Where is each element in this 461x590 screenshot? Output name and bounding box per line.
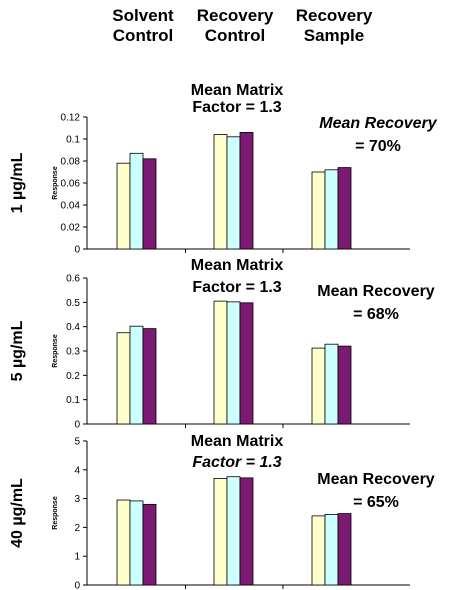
y-tick-label: 0.4 [66, 322, 80, 333]
y-tick-label: 0.02 [61, 223, 81, 234]
bar [337, 167, 352, 250]
mean-recovery-value: = 70% [355, 138, 401, 155]
mean-recovery-value: = 68% [353, 306, 399, 323]
bar [142, 503, 157, 586]
matrix-factor-value: Factor = 1.3 [192, 99, 281, 116]
mean-recovery-label: Mean Recovery [317, 283, 434, 300]
bar [226, 136, 241, 250]
matrix-factor-label: Mean Matrix [191, 433, 284, 450]
bar [116, 332, 131, 425]
bar [129, 500, 144, 586]
bar [226, 476, 241, 586]
bar [324, 514, 339, 586]
y-tick-label: 0 [74, 581, 80, 590]
matrix-factor-label: Mean Matrix [191, 257, 284, 274]
y-tick-label: 0.08 [61, 157, 81, 168]
bar [213, 478, 228, 586]
y-tick-label: 5 [74, 437, 80, 448]
bar [239, 302, 254, 425]
y-tick-label: 0.12 [61, 113, 81, 124]
y-tick-label: 0.06 [61, 179, 81, 190]
bar [324, 169, 339, 250]
y-tick-label: 0.6 [66, 274, 80, 285]
bar [142, 328, 157, 425]
matrix-factor-value: Factor = 1.3 [192, 454, 281, 471]
matrix-factor-label: Mean Matrix [191, 82, 284, 99]
row-label: 5 µg/mL [9, 320, 26, 381]
column-header-solvent-control: Solvent Control [112, 6, 174, 45]
column-header-recovery-control: Recovery Control [196, 6, 274, 45]
y-tick-label: 0.2 [66, 371, 80, 382]
y-tick-label: 0.3 [66, 347, 80, 358]
y-tick-label: 0 [74, 245, 80, 256]
bar [311, 171, 326, 250]
bar [337, 345, 352, 425]
bar [129, 152, 144, 250]
mean-recovery-label: Mean Recovery [319, 115, 437, 132]
y-tick-label: 3 [74, 494, 80, 505]
bar [337, 513, 352, 586]
y-tick-label: 2 [74, 523, 80, 534]
y-tick-label: 0.1 [66, 135, 80, 146]
matrix-factor-value: Factor = 1.3 [192, 279, 281, 296]
y-axis-label: Response [52, 166, 59, 200]
row-label: 40 µg/mL [9, 478, 26, 548]
row-label: 1 µg/mL [9, 152, 26, 213]
bar [116, 499, 131, 586]
mean-recovery-value: = 65% [353, 494, 399, 511]
bar [239, 477, 254, 586]
y-tick-label: 1 [74, 552, 80, 563]
bar [142, 158, 157, 250]
y-tick-label: 0.5 [66, 298, 80, 309]
bar [213, 134, 228, 250]
y-tick-label: 0 [74, 420, 80, 431]
bar [226, 301, 241, 425]
y-tick-label: 0.1 [66, 395, 80, 406]
column-header-recovery-sample: Recovery Sample [295, 6, 373, 45]
bar [324, 343, 339, 425]
bar [311, 347, 326, 425]
mean-recovery-label: Mean Recovery [317, 471, 434, 488]
bar [311, 515, 326, 586]
y-tick-label: 0.04 [61, 201, 81, 212]
y-axis-label: Response [52, 334, 59, 368]
bar [129, 325, 144, 425]
bar [116, 162, 131, 250]
y-tick-label: 4 [74, 465, 80, 476]
bar [239, 131, 254, 250]
y-axis-label: Response [52, 496, 59, 530]
bar [213, 300, 228, 425]
